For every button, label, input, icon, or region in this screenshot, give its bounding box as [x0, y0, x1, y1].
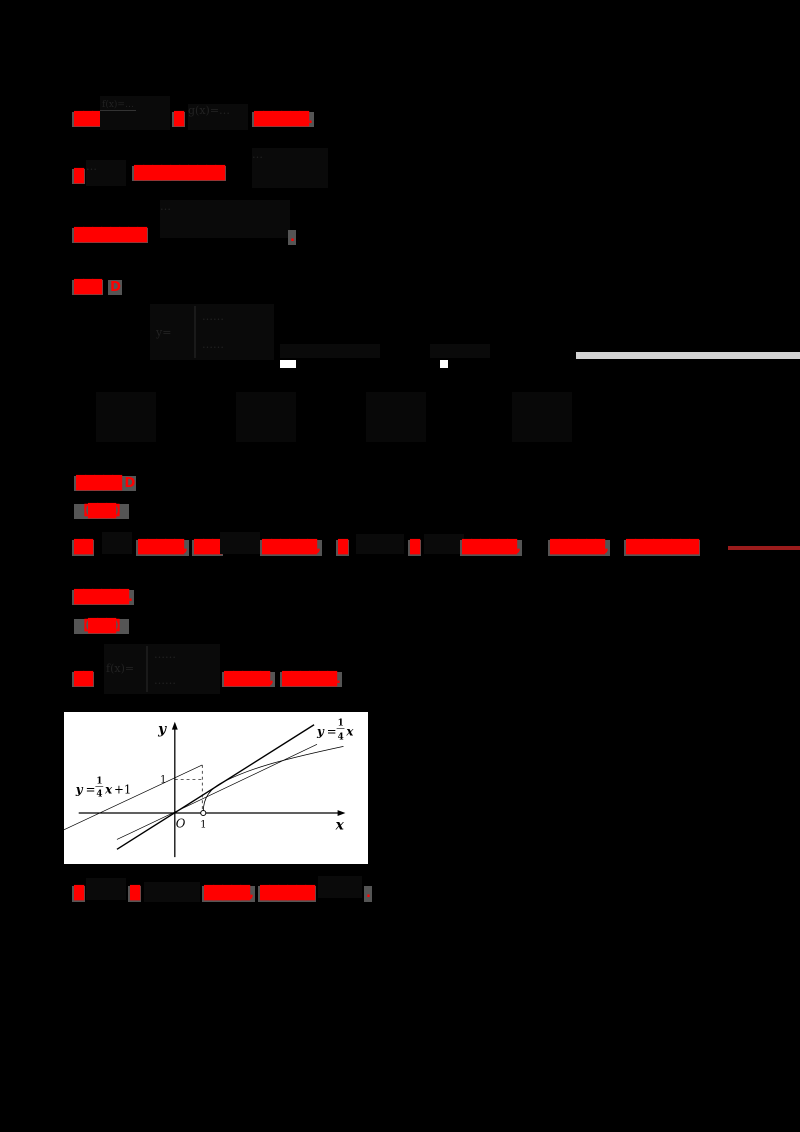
label-line-plus-one: y = 1 4 x +1 [75, 777, 132, 800]
formula-fragment [430, 344, 490, 358]
svg-text:4: 4 [96, 789, 102, 799]
svg-text:y: y [316, 725, 325, 739]
y-tick-1: 1 [160, 775, 166, 786]
y-axis-label: y [157, 722, 167, 738]
analysis-line-1: ██ █████, ███ ██████, █ █ ██████, ██████… [72, 532, 732, 560]
section-solution-header: 【███】 [74, 619, 129, 634]
line-1-suffix: ██████. [252, 112, 314, 127]
divider-gray [576, 352, 800, 359]
line-1-connector: █ [172, 112, 185, 127]
choice-b-graph[interactable] [236, 392, 296, 442]
svg-text:4: 4 [338, 732, 344, 742]
choice-d-graph[interactable] [512, 392, 572, 442]
choice-c-graph[interactable] [366, 392, 426, 442]
formula-f: f(x)=… [100, 96, 170, 130]
analysis-line-2: ██████. [72, 590, 134, 605]
label-line-quarter: y = 1 4 x [316, 719, 354, 743]
line-3-prefix: ████████ [72, 228, 148, 243]
svg-text:1: 1 [338, 719, 344, 729]
solution-piecewise: f(x)= …… …… [104, 644, 220, 694]
formula-g: g(x)=… [188, 104, 248, 130]
solution-suffix-1: █████, [222, 672, 275, 687]
artifact [280, 360, 296, 368]
piecewise-formula: y= …… …… [150, 304, 274, 360]
svg-text:1: 1 [96, 777, 102, 787]
section-analysis-header: 【███】 [74, 504, 129, 519]
line-2-prefix: █ [72, 169, 85, 184]
formula-fragment [280, 344, 380, 358]
final-line: █ █ █████, ██████ . [72, 876, 372, 906]
graph-svg: y x O 1 1 y = 1 4 x +1 y = 1 4 x [61, 719, 354, 858]
line-2-middle: ██████████ [132, 166, 226, 181]
svg-text:=: = [86, 782, 96, 796]
svg-text:+1: +1 [114, 782, 131, 796]
section-answer-header: █████ D [74, 476, 137, 491]
answer-value: D [108, 280, 122, 295]
answer-label: ███ [72, 280, 103, 295]
x-axis-label: x [335, 818, 345, 834]
divider-red [728, 546, 800, 550]
svg-text:x: x [104, 782, 113, 796]
line-3-formula: … [160, 200, 290, 238]
origin-label: O [176, 817, 186, 831]
solution-suffix-2: ██████. [280, 672, 342, 687]
svg-text:y: y [75, 782, 84, 796]
svg-text:=: = [327, 725, 337, 739]
line-2-formula-b: … [252, 148, 328, 188]
line-3-suffix: . [288, 230, 296, 245]
choice-a-graph[interactable] [96, 392, 156, 442]
function-graph-figure: y x O 1 1 y = 1 4 x +1 y = 1 4 x [61, 712, 368, 864]
solution-prefix: ██ [72, 672, 94, 687]
artifact [440, 360, 448, 368]
svg-text:x: x [345, 725, 354, 739]
line-2-formula-a: … [86, 160, 126, 186]
x-tick-1: 1 [200, 820, 206, 831]
